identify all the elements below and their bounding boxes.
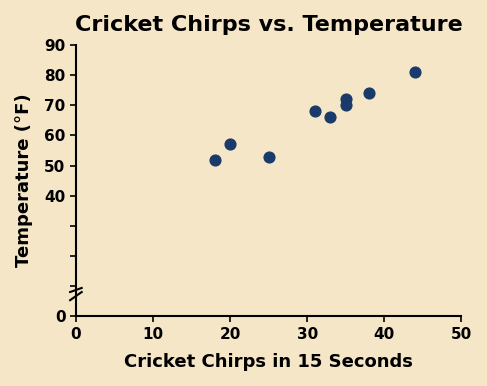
Point [326, 114, 334, 120]
Point [342, 96, 350, 102]
Point [211, 156, 219, 163]
Point [342, 102, 350, 108]
Y-axis label: Temperature (°F): Temperature (°F) [15, 94, 33, 267]
Point [265, 154, 273, 160]
Point [226, 141, 234, 147]
Point [311, 108, 319, 114]
Point [365, 90, 373, 96]
Point [411, 69, 419, 75]
Title: Cricket Chirps vs. Temperature: Cricket Chirps vs. Temperature [75, 15, 463, 35]
X-axis label: Cricket Chirps in 15 Seconds: Cricket Chirps in 15 Seconds [124, 353, 413, 371]
